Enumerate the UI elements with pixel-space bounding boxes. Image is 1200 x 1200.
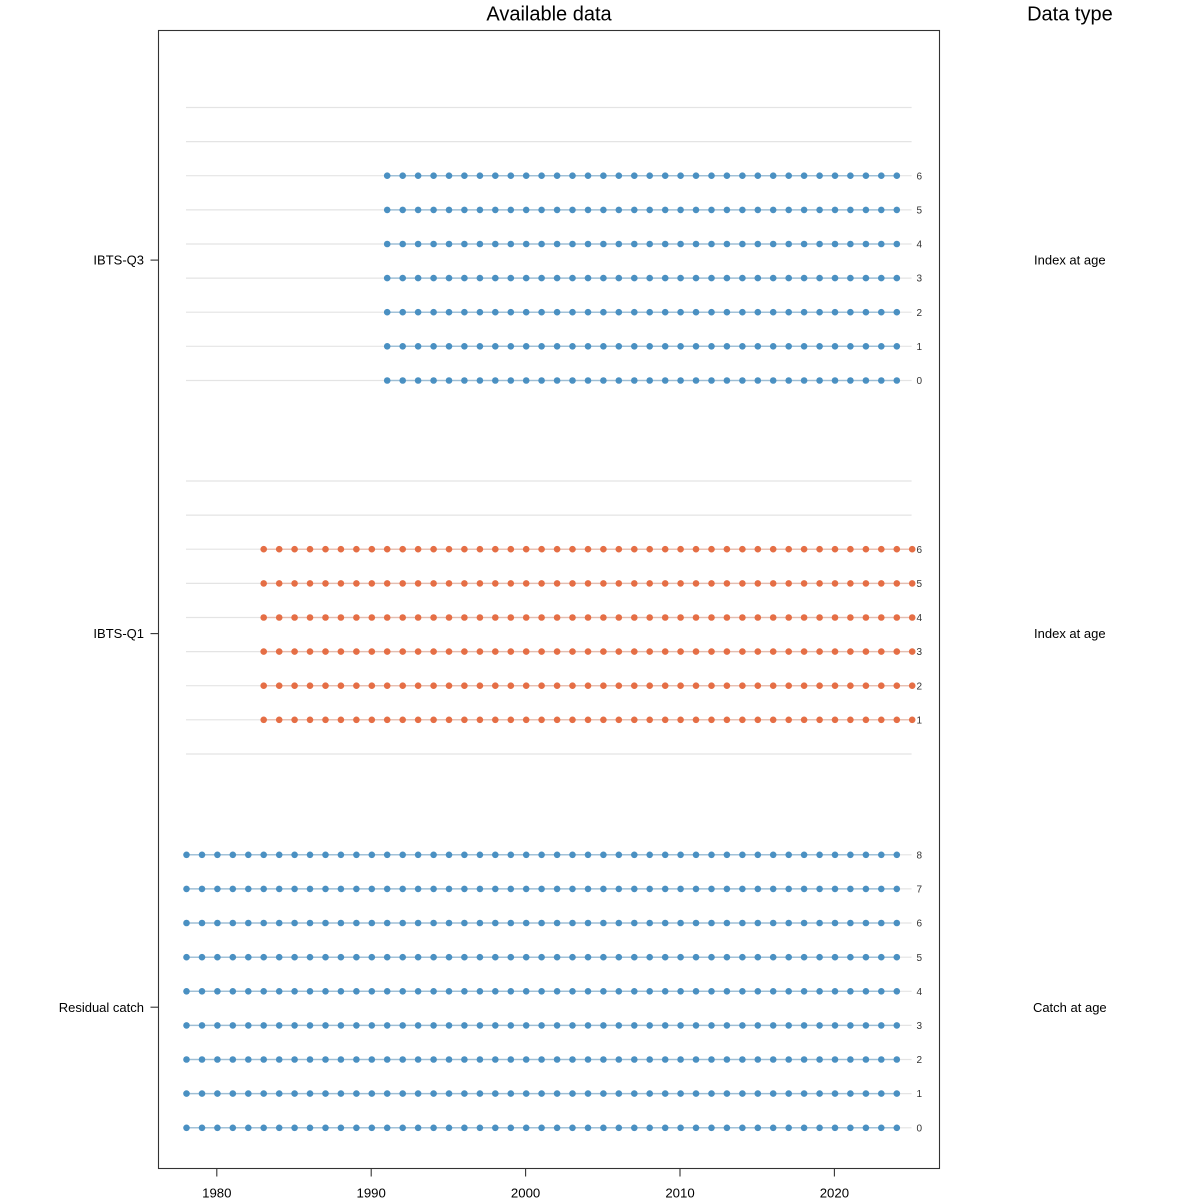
svg-text:0: 0 <box>917 376 923 387</box>
svg-text:7: 7 <box>917 885 923 896</box>
svg-text:0: 0 <box>917 1123 923 1134</box>
svg-text:IBTS-Q1: IBTS-Q1 <box>93 626 144 641</box>
svg-text:Catch at age: Catch at age <box>1033 1000 1107 1015</box>
svg-text:1990: 1990 <box>357 1185 386 1200</box>
svg-text:Index at age: Index at age <box>1034 253 1106 268</box>
svg-text:5: 5 <box>917 953 923 964</box>
svg-text:5: 5 <box>917 579 923 590</box>
svg-text:1: 1 <box>917 342 923 353</box>
svg-text:IBTS-Q3: IBTS-Q3 <box>93 253 144 268</box>
svg-text:2: 2 <box>917 681 923 692</box>
svg-text:2000: 2000 <box>511 1185 540 1200</box>
svg-text:6: 6 <box>917 919 923 930</box>
svg-text:3: 3 <box>917 647 923 658</box>
svg-text:1: 1 <box>917 1089 923 1100</box>
svg-text:3: 3 <box>917 274 923 285</box>
svg-text:2020: 2020 <box>820 1185 849 1200</box>
svg-text:4: 4 <box>917 613 923 624</box>
svg-text:1: 1 <box>917 715 923 726</box>
svg-text:6: 6 <box>917 545 923 556</box>
svg-text:1980: 1980 <box>202 1185 231 1200</box>
svg-text:Residual catch: Residual catch <box>59 1000 144 1015</box>
svg-text:2010: 2010 <box>665 1185 694 1200</box>
svg-text:Data type: Data type <box>1027 3 1113 25</box>
svg-text:2: 2 <box>917 308 923 319</box>
svg-text:2: 2 <box>917 1055 923 1066</box>
svg-text:3: 3 <box>917 1021 923 1032</box>
svg-text:5: 5 <box>917 206 923 217</box>
svg-text:8: 8 <box>917 850 923 861</box>
svg-text:4: 4 <box>917 987 923 998</box>
svg-text:Available data: Available data <box>486 4 612 26</box>
svg-text:6: 6 <box>917 171 923 182</box>
svg-text:4: 4 <box>917 240 923 251</box>
svg-text:Index at age: Index at age <box>1034 626 1106 641</box>
